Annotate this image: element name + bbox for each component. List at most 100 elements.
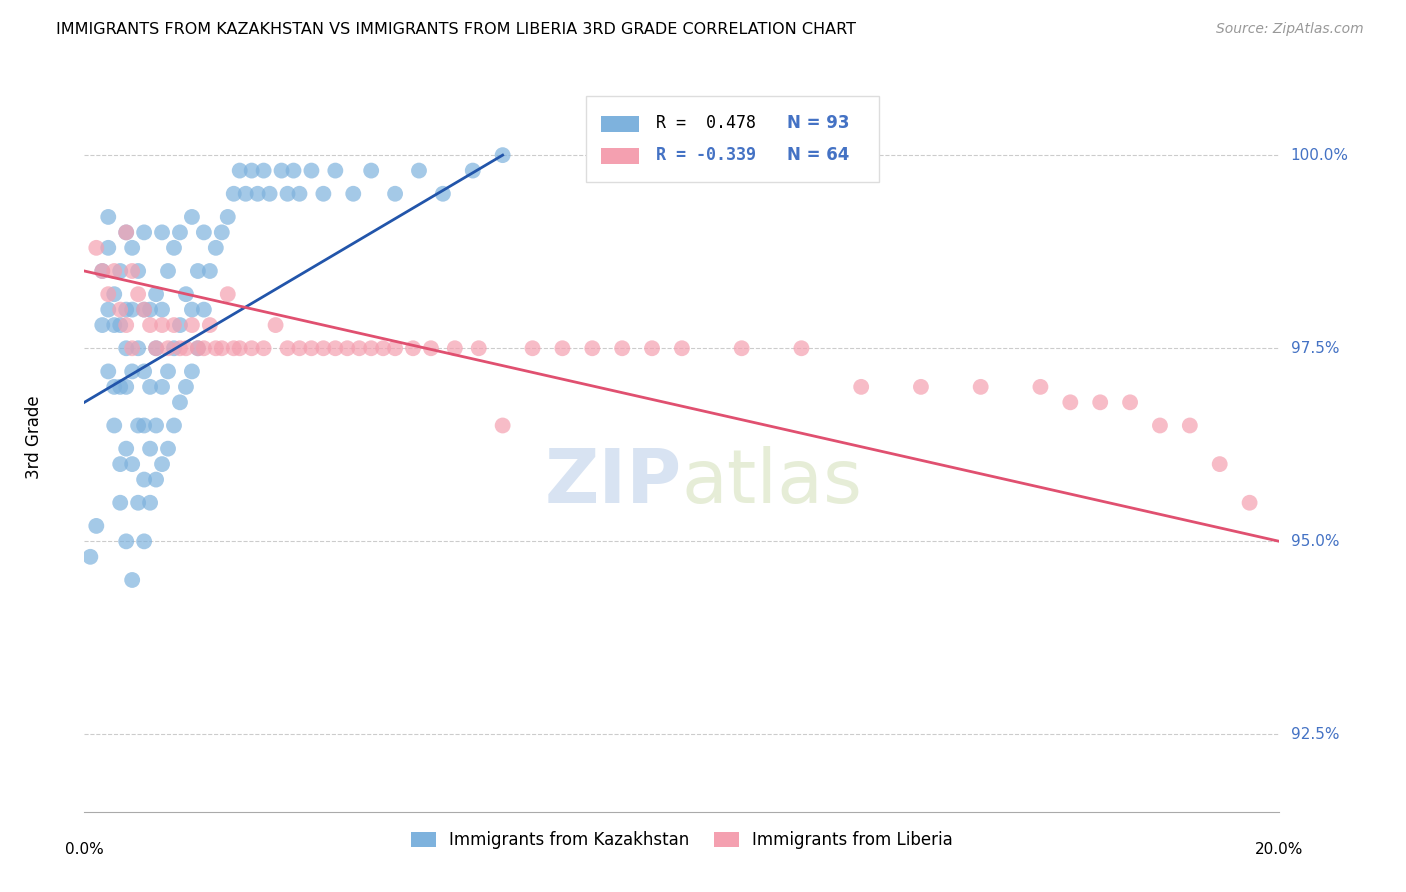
Point: [211, 226, 233, 240]
Point: [228, 163, 252, 178]
Point: [174, 287, 197, 301]
Point: [97, 241, 120, 255]
Point: [145, 287, 167, 301]
Point: [157, 442, 180, 456]
Point: [145, 473, 167, 487]
FancyBboxPatch shape: [600, 148, 638, 164]
Point: [187, 341, 209, 355]
Point: [127, 341, 149, 355]
Point: [121, 457, 143, 471]
Point: [671, 341, 693, 355]
Point: [110, 302, 132, 317]
Point: [157, 364, 180, 378]
Point: [235, 186, 257, 201]
Point: [402, 341, 425, 355]
Point: [163, 341, 186, 355]
Point: [432, 186, 454, 201]
Point: [246, 186, 269, 201]
Text: N = 93: N = 93: [787, 114, 849, 132]
Point: [187, 264, 209, 278]
Point: [121, 264, 143, 278]
Point: [132, 302, 156, 317]
Point: [132, 473, 156, 487]
FancyBboxPatch shape: [586, 96, 879, 182]
Point: [222, 186, 245, 201]
Point: [163, 241, 186, 255]
Point: [174, 341, 197, 355]
Point: [198, 264, 221, 278]
Point: [910, 380, 932, 394]
Text: 92.5%: 92.5%: [1291, 727, 1339, 742]
Text: IMMIGRANTS FROM KAZAKHSTAN VS IMMIGRANTS FROM LIBERIA 3RD GRADE CORRELATION CHAR: IMMIGRANTS FROM KAZAKHSTAN VS IMMIGRANTS…: [56, 22, 856, 37]
Point: [121, 573, 143, 587]
Point: [205, 341, 228, 355]
Point: [115, 341, 138, 355]
Point: [181, 302, 204, 317]
Point: [384, 186, 406, 201]
Point: [790, 341, 813, 355]
Point: [1209, 457, 1232, 471]
Point: [163, 318, 186, 332]
Point: [217, 210, 239, 224]
Point: [127, 264, 149, 278]
Point: [641, 341, 664, 355]
Point: [110, 380, 132, 394]
Point: [420, 341, 443, 355]
Point: [1239, 496, 1261, 510]
Point: [522, 341, 544, 355]
Point: [139, 302, 162, 317]
Point: [139, 380, 162, 394]
Point: [240, 163, 263, 178]
Point: [169, 226, 191, 240]
Point: [121, 341, 143, 355]
Point: [205, 241, 228, 255]
Point: [181, 210, 204, 224]
Point: [325, 163, 347, 178]
Point: [103, 380, 125, 394]
Point: [132, 418, 156, 433]
Point: [336, 341, 359, 355]
Point: [492, 418, 515, 433]
Text: ZIP: ZIP: [544, 445, 682, 518]
Point: [132, 534, 156, 549]
Point: [132, 302, 156, 317]
Text: R =  0.478: R = 0.478: [655, 114, 755, 132]
Point: [1090, 395, 1112, 409]
Point: [240, 341, 263, 355]
Point: [612, 341, 634, 355]
Point: [253, 341, 276, 355]
Point: [115, 442, 138, 456]
Point: [110, 318, 132, 332]
Point: [115, 318, 138, 332]
Point: [163, 418, 186, 433]
Text: 20.0%: 20.0%: [1256, 842, 1303, 857]
Point: [1149, 418, 1171, 433]
Point: [157, 264, 180, 278]
Point: [581, 341, 603, 355]
Point: [211, 341, 233, 355]
Point: [193, 226, 215, 240]
Point: [127, 496, 149, 510]
Point: [97, 364, 120, 378]
Point: [731, 341, 754, 355]
Point: [97, 287, 120, 301]
Text: 3rd Grade: 3rd Grade: [24, 395, 42, 479]
Point: [174, 380, 197, 394]
Point: [181, 318, 204, 332]
Point: [86, 241, 108, 255]
Point: [217, 287, 239, 301]
Point: [461, 163, 484, 178]
Text: 0.0%: 0.0%: [65, 842, 104, 857]
Point: [312, 186, 335, 201]
Point: [110, 496, 132, 510]
Point: [360, 163, 382, 178]
Point: [145, 341, 167, 355]
Point: [86, 519, 108, 533]
Point: [169, 318, 191, 332]
Point: [103, 264, 125, 278]
Point: [264, 318, 287, 332]
Text: Source: ZipAtlas.com: Source: ZipAtlas.com: [1216, 22, 1364, 37]
Point: [551, 341, 574, 355]
Point: [150, 318, 173, 332]
Text: N = 64: N = 64: [787, 146, 849, 164]
